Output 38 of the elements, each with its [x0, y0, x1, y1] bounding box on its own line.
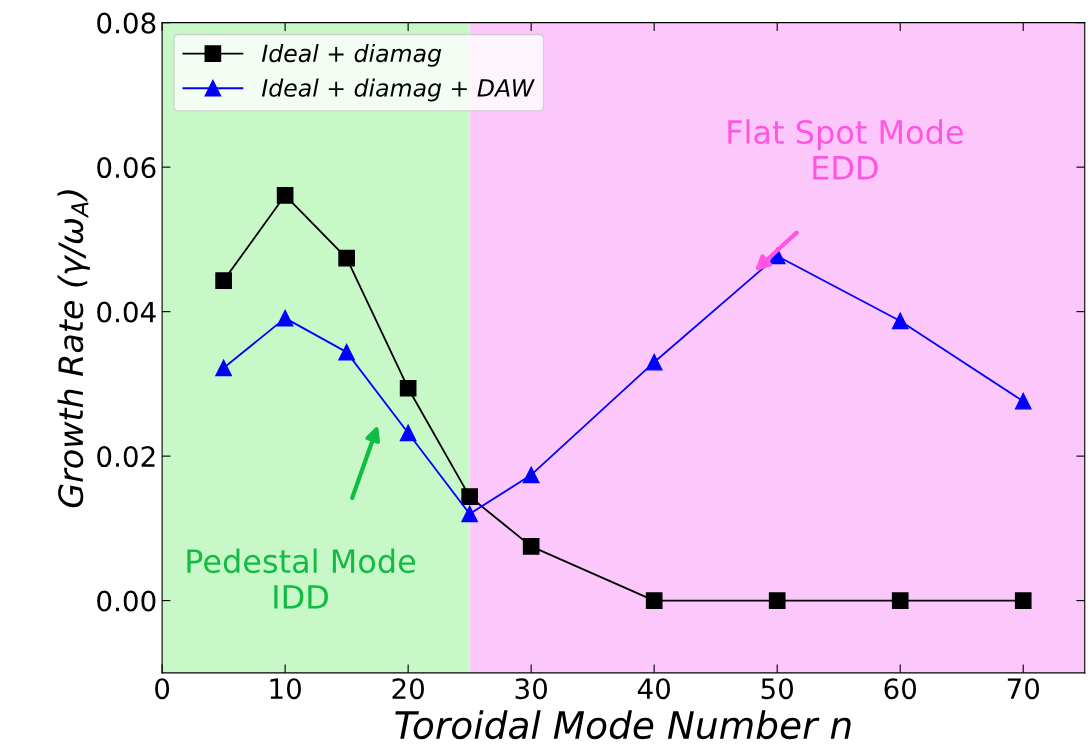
- point: [338, 249, 355, 267]
- point: [522, 466, 540, 484]
- point: [215, 359, 232, 377]
- point: [891, 592, 909, 609]
- x-tick-label: 70: [1007, 678, 1040, 700]
- annotation: Flat Spot Mode EDD: [728, 119, 963, 180]
- point: [645, 592, 663, 609]
- point: [1014, 392, 1032, 410]
- point: [215, 272, 232, 289]
- legend-label: Ideal + diamag: [261, 43, 442, 67]
- point: [338, 343, 355, 361]
- point: [399, 424, 417, 442]
- x-tick-label: 10: [270, 678, 301, 700]
- point: [461, 488, 478, 505]
- point: [768, 592, 786, 609]
- x-tick-label: 30: [515, 678, 547, 700]
- x-tick-label: 50: [761, 678, 794, 700]
- x-tick-label: 60: [884, 678, 917, 700]
- point: [276, 186, 294, 204]
- x-tick-label: 20: [392, 678, 424, 700]
- y-tick-label: 0.00: [97, 590, 156, 612]
- y-tick-label: 0.08: [97, 12, 156, 34]
- x-tick-label: 40: [637, 678, 671, 700]
- x-axis-title: Toroidal Mode Number n: [395, 710, 851, 740]
- y-axis-title: Growth Rate (γ/ω$_{A}$): [57, 190, 90, 508]
- annotation: Pedestal Mode IDD: [187, 548, 416, 609]
- point: [522, 538, 540, 555]
- point: [461, 505, 478, 523]
- y-tick-label: 0.02: [97, 446, 155, 468]
- legend-label: Ideal + diamag + DAW: [261, 78, 535, 102]
- x-tick-label: 0: [155, 678, 170, 700]
- y-tick-label: 0.04: [97, 301, 156, 323]
- point: [645, 353, 663, 371]
- point: [276, 309, 294, 327]
- point: [891, 312, 909, 330]
- point: [1014, 592, 1032, 609]
- point: [399, 379, 417, 397]
- y-tick-label: 0.06: [97, 157, 156, 179]
